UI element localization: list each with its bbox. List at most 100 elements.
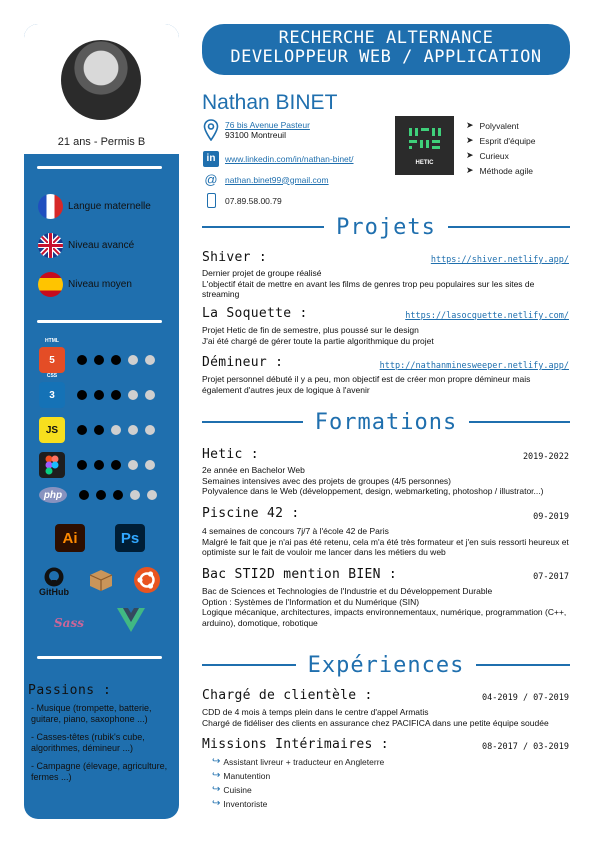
- skill-level: [77, 425, 155, 435]
- level-dot: [77, 390, 87, 400]
- section-projects-header: Projets: [202, 214, 570, 240]
- project-description: Dernier projet de groupe réalisé L'objec…: [202, 268, 570, 300]
- mission-label: Cuisine: [223, 784, 252, 795]
- curved-arrow-icon: ↪: [212, 770, 221, 781]
- project-title: Shiver :: [202, 250, 268, 265]
- language-label: Niveau moyen: [68, 278, 132, 290]
- skill-level: [77, 460, 155, 470]
- sass-icon: Sass: [52, 610, 86, 636]
- experience-title: Missions Intérimaires :: [202, 737, 389, 752]
- linkedin-link[interactable]: www.linkedin.com/in/nathan-binet/: [225, 154, 354, 164]
- level-dot: [111, 425, 121, 435]
- experience-description: CDD de 4 mois à temps plein dans le cent…: [202, 707, 570, 728]
- section-title: Formations: [314, 409, 458, 435]
- spain-flag-icon: [38, 271, 63, 297]
- language-label: Niveau avancé: [68, 239, 135, 251]
- tool-label: Ai: [62, 529, 78, 547]
- full-name: Nathan BINET: [202, 91, 338, 114]
- skill-row: [39, 452, 155, 478]
- vue-icon: [116, 606, 146, 634]
- project-description: Projet personnel débuté il y a peu, mon …: [202, 374, 570, 395]
- level-dot: [111, 460, 121, 470]
- curved-arrow-icon: ↪: [212, 756, 221, 767]
- quality-item: ➤ Curieux: [466, 150, 509, 161]
- phone-contact: 07.89.58.00.79: [202, 193, 282, 208]
- php-icon: php: [39, 487, 67, 503]
- tool-label: GitHub: [39, 587, 69, 597]
- project-link[interactable]: http://nathanminesweeper.netlify.app/: [379, 361, 569, 371]
- passions-title: Passions :: [28, 683, 112, 698]
- formation-title: Hetic :: [202, 447, 259, 462]
- arrow-right-icon: ➤: [466, 165, 474, 175]
- formation-date: 2019-2022: [522, 452, 569, 462]
- formation-description: 4 semaines de concours 7j/7 à l'école 42…: [202, 526, 570, 558]
- level-dot: [145, 355, 155, 365]
- js-icon: JS: [39, 417, 65, 443]
- linkedin-contact: in www.linkedin.com/in/nathan-binet/: [202, 151, 354, 167]
- level-dot: [111, 390, 121, 400]
- project-link[interactable]: https://shiver.netlify.app/: [430, 255, 569, 265]
- project-link[interactable]: https://lasocquette.netlify.com/: [405, 311, 569, 321]
- arrow-right-icon: ➤: [466, 135, 474, 145]
- section-formations-header: Formations: [202, 409, 571, 435]
- quality-item: ➤ Polyvalent: [466, 120, 519, 131]
- skill-caption: CSS: [46, 373, 58, 379]
- skill-row: JS: [39, 417, 155, 443]
- banner-line-1: RECHERCHE ALTERNANCE: [278, 28, 494, 48]
- description-line: Malgré le fait que je n'ai pas été reten…: [202, 536, 569, 558]
- quality-item: ➤ Méthode agile: [466, 165, 533, 176]
- language-french: Langue maternelle: [38, 193, 151, 219]
- level-dot: [77, 460, 87, 470]
- email-link[interactable]: nathan.binet99@gmail.com: [225, 174, 329, 185]
- mission-item: ↪ Assistant livreur + traducteur en Angle…: [212, 756, 384, 767]
- avatar: [61, 40, 141, 120]
- section-experiences-header: Expériences: [202, 652, 571, 678]
- level-dot: [128, 390, 138, 400]
- description-line: Logique mécanique, architectures, impact…: [202, 607, 567, 628]
- description-line: Chargé de fidéliser des clients en assur…: [202, 717, 549, 728]
- level-dot: [77, 425, 87, 435]
- level-dot: [145, 425, 155, 435]
- curved-arrow-icon: ↪: [212, 798, 221, 809]
- description-line: Polyvalence dans le Web (développement, …: [202, 486, 544, 496]
- skill-row: 3: [39, 382, 155, 408]
- divider: [37, 656, 162, 659]
- experience-date: 04-2019 / 07-2019: [482, 693, 569, 703]
- skill-row: php: [39, 487, 157, 503]
- level-dot: [145, 460, 155, 470]
- mission-label: Assistant livreur + traducteur en Anglet…: [223, 756, 385, 767]
- figma-icon: [39, 452, 65, 478]
- skill-level: [77, 355, 155, 365]
- html5-icon: 5: [39, 347, 65, 373]
- experience-date: 08-2017 / 03-2019: [482, 742, 569, 752]
- description-line: Projet personnel débuté il y a peu, mon …: [202, 374, 531, 395]
- tool-label: Sass: [54, 616, 84, 630]
- formation-description: Bac de Sciences et Technologies de l'Ind…: [202, 586, 570, 628]
- description-line: 2e année en Bachelor Web: [202, 465, 305, 475]
- description-line: Bac de Sciences et Technologies de l'Ind…: [202, 586, 493, 596]
- mission-item: ↪ Inventoriste: [212, 798, 267, 809]
- banner-line-2: DEVELOPPEUR WEB / APPLICATION: [230, 47, 542, 67]
- phone-icon: [202, 193, 220, 208]
- passion-item: - Musique (trompette, batterie, guitare,…: [31, 703, 152, 724]
- experience-title: Chargé de clientèle :: [202, 688, 373, 703]
- quality-item: ➤ Esprit d'équipe: [466, 135, 536, 146]
- description-line: Dernier projet de groupe réalisé: [202, 268, 322, 278]
- passion-item: - Campagne (élevage, agriculture, fermes…: [31, 761, 168, 782]
- project-description: Projet Hetic de fin de semestre, plus po…: [202, 325, 570, 346]
- level-dot: [94, 355, 104, 365]
- logo-text: HETIC: [416, 160, 435, 166]
- description-line: 4 semaines de concours 7j/7 à l'école 42…: [202, 526, 389, 536]
- divider: [37, 166, 162, 169]
- project-title: Démineur :: [202, 355, 284, 370]
- uk-flag-icon: [38, 232, 63, 258]
- level-dot: [94, 460, 104, 470]
- formation-title: Bac STI2D mention BIEN :: [202, 567, 398, 582]
- address-line-1[interactable]: 76 bis Avenue Pasteur: [225, 120, 310, 130]
- level-dot: [128, 460, 138, 470]
- email-contact: @ nathan.binet99@gmail.com: [202, 172, 329, 187]
- level-dot: [128, 425, 138, 435]
- package-icon: [88, 568, 114, 592]
- project-title: La Soquette :: [202, 306, 308, 321]
- mission-label: Inventoriste: [223, 798, 268, 809]
